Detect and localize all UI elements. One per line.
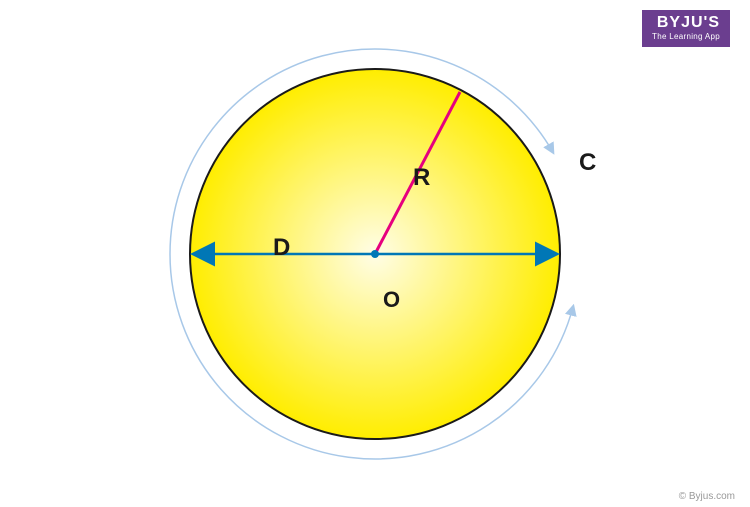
label-circumference: C — [579, 149, 596, 177]
logo: BYJU'S The Learning App — [642, 10, 730, 47]
label-center: O — [383, 287, 400, 313]
center-dot — [371, 250, 379, 258]
copyright: © Byjus.com — [679, 491, 735, 502]
logo-main: BYJU'S — [652, 14, 720, 32]
circle-diagram: O R D C — [155, 34, 595, 474]
diagram-svg — [155, 34, 595, 474]
label-radius: R — [413, 164, 430, 192]
label-diameter: D — [273, 234, 290, 262]
logo-sub: The Learning App — [652, 32, 720, 41]
